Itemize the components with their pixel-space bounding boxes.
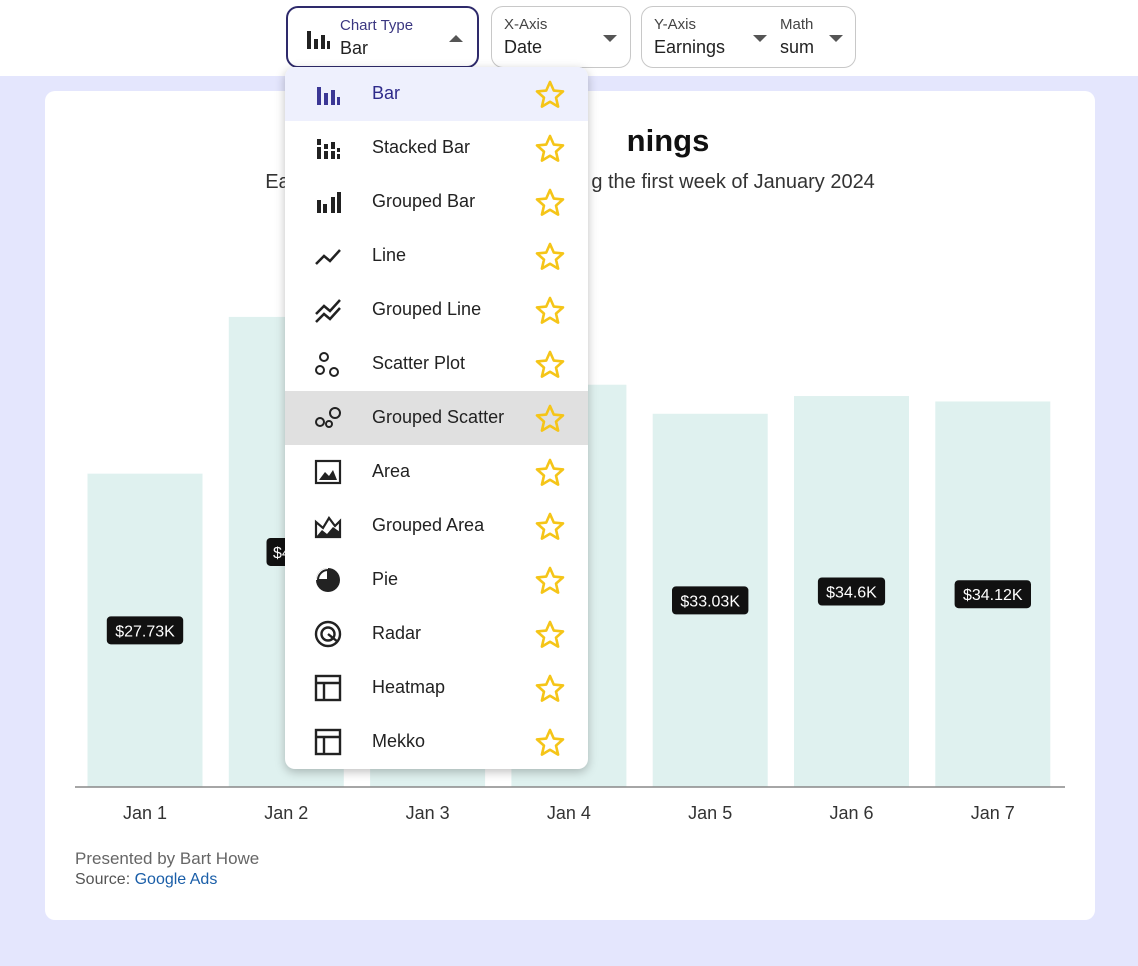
- chevron-up-icon: [449, 35, 463, 42]
- source-link[interactable]: Google Ads: [134, 871, 218, 888]
- dropdown-item-grouped-bar[interactable]: Grouped Bar: [285, 175, 588, 229]
- x-tick-label: Jan 3: [406, 803, 450, 823]
- dropdown-item-label: Mekko: [372, 731, 426, 751]
- star-icon[interactable]: [534, 295, 566, 325]
- dropdown-item-label: Bar: [372, 83, 401, 103]
- star-icon[interactable]: [534, 673, 566, 703]
- x-tick-label: Jan 5: [688, 803, 732, 823]
- dropdown-item-heatmap[interactable]: Heatmap: [285, 661, 588, 715]
- data-label-1: $27.73K: [106, 616, 184, 645]
- star-icon[interactable]: [534, 457, 566, 487]
- x-tick-label: Jan 2: [264, 803, 308, 823]
- chart-type-label: Chart Type: [340, 17, 414, 34]
- star-icon[interactable]: [534, 133, 566, 163]
- x-tick-label: Jan 6: [829, 803, 873, 823]
- data-label-5: $33.03K: [672, 586, 749, 615]
- dropdown-item-radar[interactable]: Radar: [285, 607, 588, 661]
- dropdown-item-grouped-area[interactable]: Grouped Area: [285, 499, 588, 553]
- dropdown-item-scatter-plot[interactable]: Scatter Plot: [285, 337, 588, 391]
- dropdown-item-line[interactable]: Line: [285, 229, 588, 283]
- svg-text:$27.73K: $27.73K: [115, 623, 175, 640]
- svg-text:$34.12K: $34.12K: [963, 587, 1023, 604]
- pie-icon: [316, 568, 340, 592]
- math-label: Math: [780, 16, 814, 33]
- dropdown-item-label: Line: [372, 245, 407, 265]
- grouped-area-icon: [314, 516, 342, 539]
- dropdown-item-grouped-scatter[interactable]: Grouped Scatter: [285, 391, 588, 445]
- bar-chart-icon: [307, 31, 330, 49]
- grouped-bar-icon: [317, 192, 341, 213]
- source-line: Source: Google Ads: [75, 871, 218, 888]
- x-tick-label: Jan 1: [123, 803, 167, 823]
- star-icon[interactable]: [534, 241, 566, 271]
- dropdown-item-label: Grouped Bar: [372, 191, 476, 211]
- scatter-icon: [315, 352, 339, 377]
- chart-type-select[interactable]: Chart Type Bar: [286, 6, 479, 68]
- x-axis-label: X-Axis: [504, 16, 548, 33]
- dropdown-item-label: Grouped Line: [372, 299, 482, 319]
- dropdown-item-label: Area: [372, 461, 411, 481]
- x-axis-value: Date: [504, 37, 543, 57]
- star-icon[interactable]: [534, 619, 566, 649]
- star-icon[interactable]: [534, 187, 566, 217]
- dropdown-item-stacked-bar[interactable]: Stacked Bar: [285, 121, 588, 175]
- dropdown-item-label: Grouped Area: [372, 515, 485, 535]
- x-tick-label: Jan 7: [971, 803, 1015, 823]
- presented-by: Presented by Bart Howe: [75, 849, 260, 868]
- svg-text:$34.6K: $34.6K: [826, 585, 877, 602]
- dropdown-item-label: Radar: [372, 623, 422, 643]
- x-axis-select[interactable]: X-Axis Date: [491, 6, 631, 68]
- x-tick-label: Jan 4: [547, 803, 591, 823]
- dropdown-item-label: Pie: [372, 569, 399, 589]
- star-icon[interactable]: [534, 565, 566, 595]
- star-icon[interactable]: [534, 349, 566, 379]
- star-icon[interactable]: [534, 79, 566, 109]
- svg-text:$33.03K: $33.03K: [680, 593, 740, 610]
- dropdown-item-label: Heatmap: [372, 677, 446, 697]
- chevron-down-icon[interactable]: [829, 35, 843, 42]
- dropdown-item-label: Grouped Scatter: [372, 407, 505, 427]
- star-icon[interactable]: [534, 511, 566, 541]
- dropdown-item-grouped-line[interactable]: Grouped Line: [285, 283, 588, 337]
- data-label-6: $34.6K: [817, 577, 886, 606]
- grouped-line-icon: [315, 299, 341, 323]
- heatmap-icon: [314, 674, 342, 702]
- star-icon[interactable]: [534, 727, 566, 757]
- dropdown-item-label: Scatter Plot: [372, 353, 466, 373]
- dropdown-item-area[interactable]: Area: [285, 445, 588, 499]
- chart-title: nings: [626, 123, 710, 158]
- chevron-down-icon: [603, 35, 617, 42]
- data-label-7: $34.12K: [954, 580, 1031, 609]
- dropdown-item-mekko[interactable]: Mekko: [285, 715, 588, 769]
- line-chart-icon: [315, 249, 341, 265]
- radar-icon: [314, 620, 342, 648]
- area-icon: [314, 459, 342, 485]
- math-value: sum: [780, 37, 815, 57]
- dropdown-item-pie[interactable]: Pie: [285, 553, 588, 607]
- mekko-icon: [314, 728, 342, 756]
- star-icon[interactable]: [534, 403, 566, 433]
- chevron-down-icon[interactable]: [753, 35, 767, 42]
- stacked-bar-icon: [317, 139, 340, 159]
- grouped-scatter-icon: [315, 407, 341, 428]
- chart-type-dropdown: Bar Stacked Bar Grouped Bar Line Grouped Lin…: [285, 67, 588, 769]
- y-axis-label: Y-Axis: [654, 16, 696, 33]
- y-axis-select[interactable]: Y-Axis Earnings Math sum: [641, 6, 856, 68]
- y-axis-value: Earnings: [654, 37, 726, 57]
- bar-chart-icon: [317, 87, 340, 105]
- dropdown-item-bar[interactable]: Bar: [285, 67, 588, 121]
- chart-type-value: Bar: [340, 38, 369, 58]
- dropdown-item-label: Stacked Bar: [372, 137, 471, 157]
